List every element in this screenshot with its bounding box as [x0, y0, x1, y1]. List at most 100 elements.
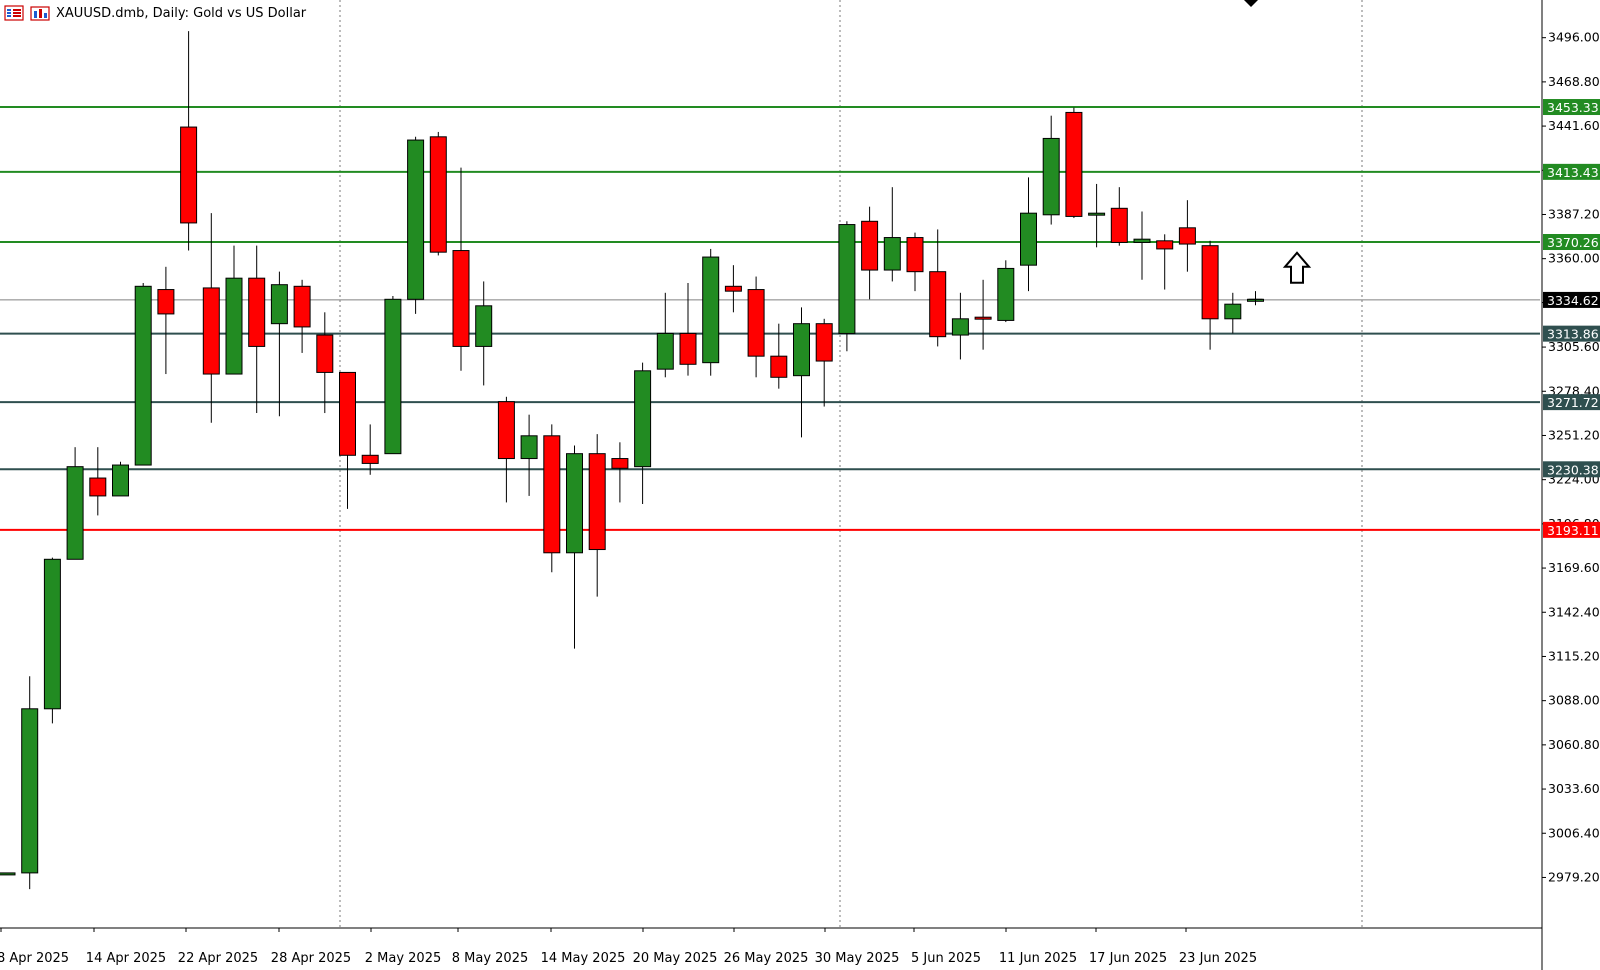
candle-body-bearish: [724, 285, 742, 292]
price-level-tag: [1543, 325, 1600, 342]
candle-body-bullish: [112, 464, 129, 497]
price-level-tag: [1543, 394, 1600, 411]
price-level-tag: [1543, 521, 1600, 538]
price-level-tag-label: 3193.11: [1547, 523, 1599, 538]
bar-chart-icon[interactable]: [30, 5, 50, 21]
y-tick-label: 3360.00: [1548, 251, 1600, 266]
candle-body-bullish: [997, 267, 1015, 321]
chart-title: XAUUSD.dmb, Daily: Gold vs US Dollar: [56, 5, 307, 21]
candle: [793, 307, 810, 438]
candles: [0, 31, 1264, 890]
candle-body-bearish: [679, 332, 697, 365]
candle: [339, 371, 356, 509]
y-tick-label: 3115.20: [1548, 648, 1600, 663]
x-tick-label: 8 May 2025: [452, 951, 529, 966]
candle: [157, 266, 175, 375]
candle: [815, 318, 833, 407]
candle: [429, 131, 447, 256]
candle: [1088, 183, 1106, 248]
candle: [611, 442, 629, 503]
candle: [1020, 177, 1037, 292]
candle: [1201, 240, 1219, 350]
candle: [225, 245, 243, 375]
y-tick-label: 3142.40: [1548, 604, 1600, 619]
candle-body-bullish: [1020, 212, 1037, 266]
candle-body-bearish: [747, 289, 765, 357]
candle: [361, 424, 379, 475]
candle-body-bullish: [951, 318, 969, 336]
candle-body-bullish: [475, 305, 493, 347]
candle: [974, 279, 992, 350]
price-level-tag: [1543, 234, 1600, 251]
candle: [1224, 292, 1242, 334]
candle: [89, 447, 107, 516]
candle: [452, 167, 470, 371]
candle: [588, 434, 606, 597]
candle: [0, 872, 16, 876]
candle-body-bearish: [906, 237, 924, 273]
candle: [679, 283, 697, 376]
candle-body-bullish: [225, 277, 243, 375]
x-tick-label: 28 Apr 2025: [271, 951, 351, 966]
price-level-tag-label: 3453.33: [1547, 100, 1599, 115]
candle-body-bullish: [1224, 303, 1242, 320]
candle-body-bullish: [656, 332, 674, 370]
candle-body-bullish: [21, 708, 39, 874]
candle-body-bearish: [1156, 240, 1174, 250]
candle-body-bearish: [1201, 245, 1219, 320]
candle: [724, 265, 742, 313]
candle-body-bearish: [429, 136, 447, 253]
price-level-tag-label: 3370.26: [1547, 235, 1599, 250]
y-tick-label: 3169.60: [1548, 560, 1600, 575]
candle: [270, 271, 288, 417]
candle: [634, 362, 652, 505]
candle: [134, 283, 152, 466]
candle: [248, 245, 266, 414]
x-tick-label: 26 May 2025: [724, 951, 809, 966]
candle-body-bearish: [929, 271, 947, 338]
price-level-tag-label: 3413.43: [1547, 165, 1599, 180]
candle-body-bearish: [248, 277, 266, 347]
candle: [770, 323, 788, 389]
grid-layer: [339, 0, 1363, 928]
candle: [702, 248, 720, 376]
price-level-tag: [1543, 99, 1600, 116]
candle-body-bearish: [293, 285, 311, 328]
candle-body-bullish: [43, 558, 61, 710]
y-tick-label: 3060.80: [1548, 737, 1600, 752]
candle: [1042, 115, 1060, 225]
arrow-down-icon: [1244, 0, 1258, 7]
candle-body-bullish: [1133, 238, 1151, 243]
candle: [838, 221, 856, 352]
candle-body-bullish: [838, 224, 856, 334]
candle-body-bullish: [0, 872, 16, 876]
x-tick-label: 14 Apr 2025: [86, 951, 166, 966]
chart-menu-icon[interactable]: [4, 5, 24, 21]
candle: [656, 292, 674, 378]
candle-body-bullish: [793, 323, 810, 377]
candle-body-bearish: [89, 477, 107, 497]
candle: [520, 414, 538, 496]
candle-body-bullish: [270, 284, 288, 325]
candle: [497, 396, 515, 503]
candle: [1133, 211, 1151, 280]
candle-body-bullish: [407, 139, 425, 300]
candle-body-bearish: [180, 126, 198, 224]
time-axis: 8 Apr 2025 14 Apr 2025 22 Apr 2025 28 Apr 2…: [0, 928, 1257, 966]
candle: [997, 260, 1015, 323]
candle-body-bullish: [384, 298, 402, 455]
candle: [747, 276, 765, 378]
candle-body-bullish: [1042, 137, 1060, 216]
candle: [43, 557, 61, 724]
candle-body-bearish: [611, 458, 629, 469]
candle: [384, 296, 402, 455]
y-tick-label: 3387.20: [1548, 206, 1600, 221]
candle: [66, 447, 84, 560]
candle-body-bullish: [702, 256, 720, 364]
y-tick-label: 3033.60: [1548, 781, 1600, 796]
price-level-tag: [1543, 461, 1600, 478]
candle-body-bearish: [452, 250, 470, 347]
candle-body-bearish: [316, 334, 334, 373]
